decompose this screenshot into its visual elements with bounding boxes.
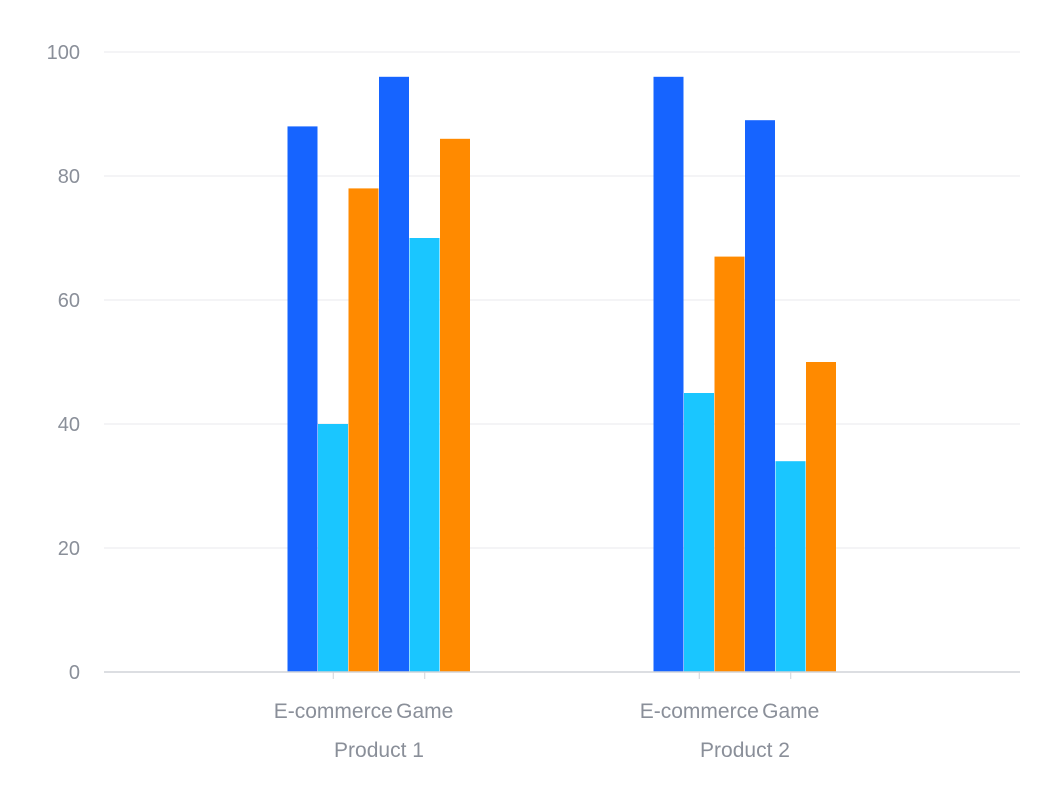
bar	[409, 238, 440, 672]
y-tick-label: 100	[47, 42, 80, 64]
x-category-label: E-commerce	[274, 700, 393, 723]
x-category-label: Game	[396, 700, 453, 723]
x-group-label: Product 2	[700, 739, 790, 762]
y-tick-label: 0	[69, 662, 80, 684]
bar	[653, 76, 684, 673]
bar	[348, 188, 379, 672]
bar	[714, 256, 745, 672]
y-tick-label: 20	[58, 538, 80, 560]
x-group-label: Product 1	[334, 739, 424, 762]
x-category-label: E-commerce	[640, 700, 759, 723]
bar	[440, 138, 470, 673]
y-tick-label: 60	[58, 290, 80, 312]
bar	[775, 461, 806, 672]
bar	[806, 362, 836, 672]
x-category-label: Game	[762, 700, 819, 723]
bar	[379, 76, 409, 673]
bar	[745, 120, 775, 672]
y-tick-label: 80	[58, 166, 80, 188]
bar	[287, 126, 318, 672]
y-tick-label: 40	[58, 414, 80, 436]
bar	[684, 393, 714, 672]
bar	[318, 424, 348, 672]
